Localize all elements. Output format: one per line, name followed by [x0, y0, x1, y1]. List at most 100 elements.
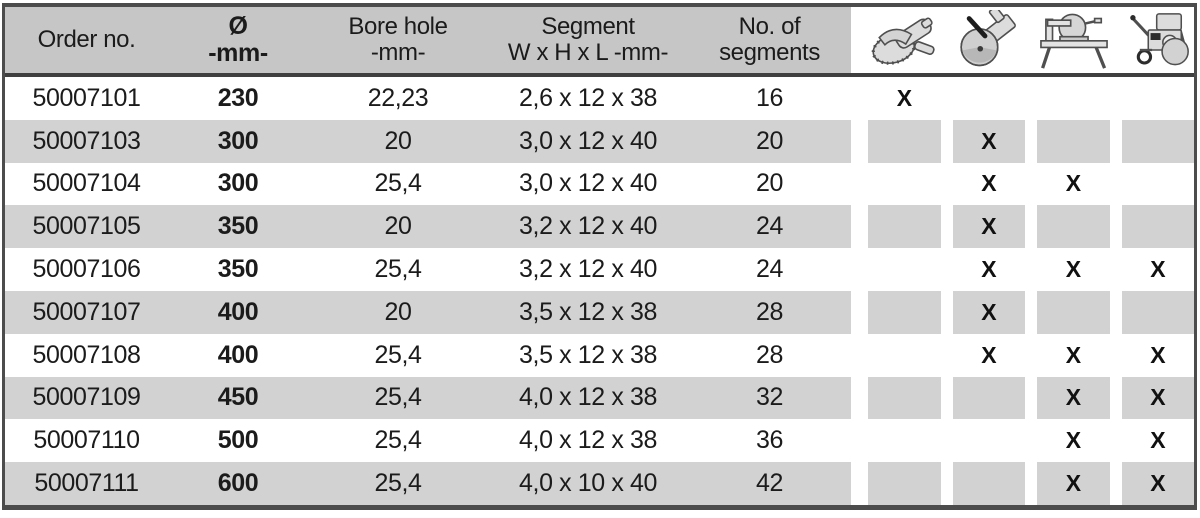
bore-hole-cell: 20 [384, 297, 412, 326]
segment-size-cell: 3,2 x 12 x 40 [519, 255, 657, 284]
table-body: 50007101 230 22,23 2,6 x 12 x 38 16 X 50… [5, 77, 1194, 505]
segment-size-cell: 3,2 x 12 x 40 [519, 212, 657, 241]
machine-mark-cell-table-saw [1037, 119, 1110, 163]
diameter-cell: 400 [217, 340, 259, 369]
table-row-main: 50007104 300 25,4 3,0 x 12 x 40 20 [5, 163, 851, 206]
machine-mark-cell-cutoff-saw [953, 419, 1026, 462]
table-row-main: 50007111 600 25,4 4,0 x 10 x 40 42 [5, 462, 851, 505]
col-header-sublabel: segments [719, 39, 820, 66]
machine-marks: X X [851, 163, 1194, 206]
table-header-main: Order no. Ø -mm- Bore hole -mm- Segment … [5, 7, 851, 73]
diameter-cell: 350 [217, 255, 259, 284]
machine-mark-cell-cutoff-saw: X [981, 341, 997, 368]
segments-count-cell: 20 [755, 169, 783, 198]
machine-mark-cell-floor-saw [1122, 77, 1195, 120]
machine-mark-cell-cutoff-saw: X [981, 256, 997, 283]
segment-size-cell: 3,0 x 12 x 40 [519, 169, 657, 198]
segments-count-cell: 36 [755, 426, 783, 455]
machine-marks: X X [851, 462, 1194, 505]
table-row: 50007105 350 20 3,2 x 12 x 40 24 X [5, 205, 1194, 249]
table-row-main: 50007109 450 25,4 4,0 x 12 x 38 32 [5, 376, 851, 420]
diameter-cell: 350 [217, 212, 259, 241]
col-header-sublabel: -mm- [370, 39, 426, 66]
machine-mark-cell-angle-grinder [868, 334, 941, 377]
machine-mark-cell-table-saw: X [1065, 170, 1081, 197]
machine-marks: X [851, 119, 1194, 163]
machine-mark-cell-table-saw: X [1065, 427, 1081, 454]
machine-mark-cell-angle-grinder [868, 290, 941, 334]
bore-hole-cell: 25,4 [374, 255, 422, 284]
machine-marks: X [851, 205, 1194, 249]
table-row-main: 50007106 350 25,4 3,2 x 12 x 40 24 [5, 248, 851, 291]
table-row-main: 50007107 400 20 3,5 x 12 x 38 28 [5, 290, 851, 334]
machine-mark-cell-angle-grinder: X [896, 84, 912, 111]
segments-count-cell: 24 [755, 255, 783, 284]
machine-mark-cell-table-saw [1037, 290, 1110, 334]
col-header-segment-size: Segment W x H x L -mm- [488, 7, 688, 73]
table-row: 50007111 600 25,4 4,0 x 10 x 40 42 X X [5, 462, 1194, 505]
machine-mark-cell-angle-grinder [868, 248, 941, 291]
diameter-cell: 300 [217, 169, 259, 198]
machine-mark-cell-angle-grinder [868, 376, 941, 420]
order-no-cell: 50007110 [33, 426, 140, 455]
machine-mark-cell-cutoff-saw: X [952, 205, 1025, 249]
order-no-cell: 50007108 [32, 340, 141, 369]
table-row: 50007107 400 20 3,5 x 12 x 38 28 X [5, 290, 1194, 334]
table-row: 50007106 350 25,4 3,2 x 12 x 40 24 X X X [5, 248, 1194, 291]
segments-count-cell: 20 [755, 126, 783, 155]
table-row-main: 50007110 500 25,4 4,0 x 12 x 38 36 [5, 419, 851, 462]
machine-marks: X X [851, 419, 1194, 462]
order-no-cell: 50007105 [32, 212, 141, 241]
machine-mark-cell-table-saw: X [1037, 376, 1110, 420]
diameter-cell: 400 [217, 297, 259, 326]
bore-hole-cell: 25,4 [374, 426, 422, 455]
segments-count-cell: 32 [755, 383, 783, 412]
machine-mark-cell-floor-saw [1121, 290, 1194, 334]
machine-mark-cell-cutoff-saw [953, 77, 1026, 120]
bore-hole-cell: 25,4 [374, 469, 422, 498]
product-table: Order no. Ø -mm- Bore hole -mm- Segment … [2, 3, 1197, 510]
machine-mark-cell-floor-saw: X [1150, 256, 1166, 283]
order-no-cell: 50007106 [32, 255, 141, 284]
bore-hole-cell: 22,23 [367, 83, 429, 112]
machine-mark-cell-angle-grinder [868, 163, 941, 206]
segment-size-cell: 4,0 x 12 x 38 [519, 383, 657, 412]
diameter-cell: 500 [217, 426, 259, 455]
machine-mark-cell-table-saw: X [1065, 256, 1081, 283]
cutoff-saw-icon [954, 7, 1024, 73]
table-saw-icon [1036, 7, 1112, 73]
floor-saw-icon [1124, 7, 1194, 73]
machine-mark-cell-table-saw [1037, 205, 1110, 249]
segment-size-cell: 3,5 x 12 x 38 [519, 340, 657, 369]
machine-marks: X [851, 77, 1194, 120]
bore-hole-cell: 25,4 [374, 169, 422, 198]
diameter-cell: 230 [217, 83, 259, 112]
machine-mark-cell-floor-saw: X [1121, 376, 1194, 420]
machine-mark-cell-angle-grinder [868, 205, 941, 249]
segment-size-cell: 2,6 x 12 x 38 [519, 83, 657, 112]
table-row-main: 50007105 350 20 3,2 x 12 x 40 24 [5, 205, 851, 249]
machine-mark-cell-angle-grinder [868, 419, 941, 462]
segment-size-cell: 3,5 x 12 x 38 [519, 297, 657, 326]
table-row: 50007104 300 25,4 3,0 x 12 x 40 20 X X [5, 163, 1194, 206]
bore-hole-cell: 25,4 [374, 340, 422, 369]
order-no-cell: 50007107 [32, 297, 141, 326]
segment-size-cell: 4,0 x 12 x 38 [519, 426, 657, 455]
machine-mark-cell-floor-saw [1121, 119, 1194, 163]
order-no-cell: 50007111 [34, 469, 139, 498]
col-header-order-no: Order no. [5, 7, 168, 73]
segments-count-cell: 24 [755, 212, 783, 241]
segments-count-cell: 28 [755, 297, 783, 326]
machine-mark-cell-table-saw: X [1065, 341, 1081, 368]
bore-hole-cell: 25,4 [374, 383, 422, 412]
machine-mark-cell-table-saw: X [1037, 462, 1110, 505]
table-header-row: Order no. Ø -mm- Bore hole -mm- Segment … [5, 7, 1194, 77]
machine-marks: X X [851, 376, 1194, 420]
machine-mark-cell-angle-grinder [868, 119, 941, 163]
machine-mark-cell-floor-saw: X [1150, 427, 1166, 454]
machine-mark-cell-cutoff-saw: X [952, 119, 1025, 163]
machine-marks: X X X [851, 248, 1194, 291]
bore-hole-cell: 20 [384, 126, 412, 155]
machine-mark-cell-floor-saw [1122, 163, 1195, 206]
col-header-sublabel: -mm- [208, 39, 268, 67]
